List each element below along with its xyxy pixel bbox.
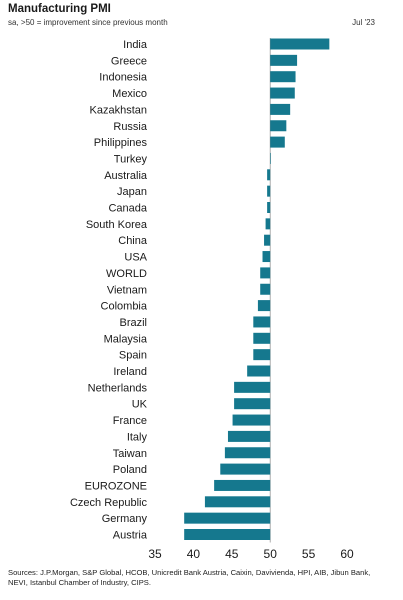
bar-australia [267, 169, 271, 181]
category-label: China [118, 235, 148, 247]
bar-germany [184, 512, 271, 524]
category-label: USA [124, 252, 147, 264]
chart-subtitle: sa, >50 = improvement since previous mon… [8, 18, 168, 27]
category-label: Japan [117, 186, 147, 198]
bar-poland [220, 463, 271, 475]
category-label: Poland [113, 464, 147, 476]
date-label: Jul '23 [352, 18, 375, 27]
category-label: Ireland [113, 366, 147, 378]
bar-mexico [270, 87, 295, 99]
category-label: EUROZONE [85, 480, 147, 492]
category-label: Turkey [114, 153, 148, 165]
category-label: Czech Republic [70, 497, 148, 509]
bar-colombia [257, 300, 271, 312]
bar-france [232, 414, 271, 426]
bar-eurozone [214, 479, 271, 491]
x-tick-label: 45 [225, 547, 239, 561]
bar-uk [234, 398, 271, 410]
bar-south-korea [265, 218, 271, 230]
bar-italy [227, 430, 271, 442]
bar-netherlands [234, 381, 271, 393]
category-label: Germany [102, 513, 148, 525]
x-tick-label: 60 [340, 547, 354, 561]
bar-austria [184, 529, 271, 540]
bar-indonesia [270, 71, 296, 83]
sources-note: Sources: J.P.Morgan, S&P Global, HCOB, U… [8, 568, 371, 587]
x-tick-label: 40 [187, 547, 201, 561]
bar-brazil [253, 316, 271, 328]
category-label: Indonesia [99, 72, 148, 84]
bar-russia [270, 120, 287, 132]
category-label: Italy [127, 431, 148, 443]
category-label: Greece [111, 55, 147, 67]
bar-turkey [270, 152, 271, 164]
bar-philippines [270, 136, 285, 148]
category-label: UK [132, 399, 148, 411]
category-label: Philippines [94, 137, 148, 149]
category-label: Brazil [119, 317, 147, 329]
category-label: Vietnam [107, 284, 147, 296]
bar-czech-republic [204, 496, 271, 508]
bar-world [260, 267, 271, 279]
category-label: Taiwan [113, 448, 147, 460]
category-label: Netherlands [88, 382, 148, 394]
category-label: Kazakhstan [90, 104, 147, 116]
category-label: Malaysia [104, 333, 148, 345]
bar-china [264, 234, 271, 246]
bar-spain [253, 349, 271, 361]
bar-vietnam [260, 283, 271, 295]
category-label: South Korea [86, 219, 148, 231]
bar-usa [262, 251, 271, 263]
bar-india [270, 38, 330, 50]
bar-canada [267, 202, 271, 213]
category-label: France [113, 415, 147, 427]
bar-taiwan [224, 447, 271, 459]
bar-ireland [247, 365, 271, 377]
x-tick-label: 50 [264, 547, 278, 561]
category-label: Spain [119, 350, 147, 362]
category-label: Australia [104, 170, 148, 182]
bar-japan [267, 185, 271, 197]
category-label: Colombia [101, 301, 148, 313]
bar-malaysia [253, 332, 271, 344]
category-label: WORLD [106, 268, 147, 280]
x-tick-label: 35 [148, 547, 162, 561]
chart-title: Manufacturing PMI [8, 3, 111, 15]
category-label: Mexico [112, 88, 147, 100]
bar-kazakhstan [270, 103, 291, 115]
category-label: Austria [113, 530, 148, 542]
x-tick-label: 55 [302, 547, 316, 561]
category-label: India [123, 39, 148, 51]
category-label: Canada [108, 203, 147, 215]
category-label: Russia [113, 121, 148, 133]
bar-greece [270, 54, 298, 66]
